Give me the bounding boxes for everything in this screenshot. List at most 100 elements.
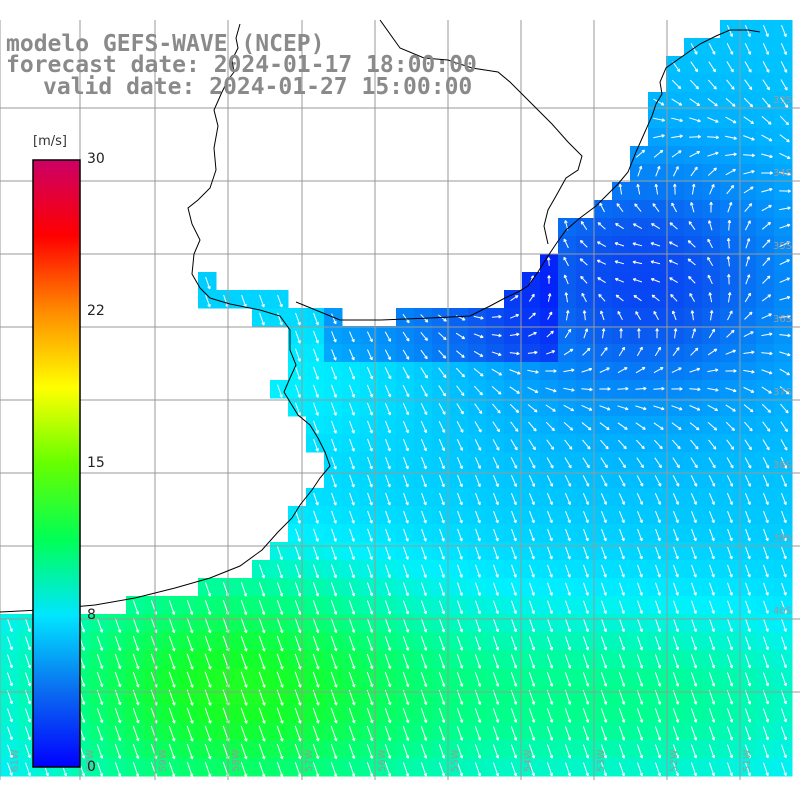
wind-arrow [456, 636, 464, 651]
wind-arrow [726, 439, 735, 450]
wind-arrow [420, 438, 427, 452]
wind-arrow [563, 274, 569, 285]
wind-arrow [457, 510, 463, 524]
wind-arrow [635, 149, 646, 158]
wind-arrow [654, 346, 661, 357]
wind-arrow [402, 618, 410, 633]
wind-arrow [330, 762, 338, 777]
wind-arrow [509, 403, 520, 414]
wind-arrow [580, 221, 588, 231]
wind-arrow [456, 762, 464, 777]
wind-arrow [689, 79, 700, 90]
wind-arrow [653, 134, 665, 139]
wind-arrow [636, 493, 643, 505]
wind-arrow [672, 347, 680, 357]
wind-arrow [762, 61, 770, 73]
wind-arrow [331, 492, 337, 506]
wind-arrow [672, 166, 679, 177]
wind-arrow [600, 708, 608, 723]
wind-arrow [204, 653, 212, 670]
wind-arrow [366, 402, 373, 416]
wind-arrow [348, 671, 356, 688]
wind-arrow [258, 671, 266, 688]
wind-arrow [726, 672, 734, 687]
wind-arrow [258, 600, 266, 615]
wind-arrow [439, 474, 445, 488]
lon-label-55w: 55W [450, 749, 461, 772]
wind-arrow [366, 725, 374, 742]
wind-arrow [689, 422, 700, 431]
wind-arrow [493, 564, 499, 578]
wind-arrow [276, 671, 284, 688]
wind-arrow [349, 510, 355, 524]
wind-arrow [651, 294, 660, 302]
wind-arrow [511, 600, 517, 615]
wind-arrow [671, 367, 682, 373]
wind-arrow [510, 421, 519, 432]
wind-arrow [581, 422, 592, 431]
wind-arrow [456, 439, 464, 451]
wind-arrow [707, 256, 714, 267]
wind-arrow [276, 564, 284, 579]
wind-arrow [709, 564, 715, 578]
wind-arrow [402, 420, 409, 434]
wind-arrow [492, 726, 500, 741]
wind-arrow [636, 636, 644, 651]
wind-arrow [596, 241, 607, 247]
wind-arrow [402, 384, 410, 398]
lat-label-38s: 38S [773, 460, 793, 471]
wind-arrow [781, 510, 787, 524]
wind-arrow [654, 744, 662, 759]
wind-arrow [277, 384, 283, 398]
wind-arrow [473, 368, 484, 377]
wind-arrow [240, 761, 248, 778]
wind-arrow [650, 260, 661, 265]
wind-arrow [600, 475, 608, 487]
wind-arrow [384, 707, 392, 724]
wind-arrow [579, 258, 588, 266]
wind-arrow [654, 654, 662, 669]
wind-arrow [672, 493, 679, 505]
wind-arrow [582, 439, 591, 450]
wind-arrow [582, 493, 589, 505]
wind-arrow [708, 292, 713, 303]
wind-arrow [689, 405, 701, 411]
wind-arrow [726, 256, 731, 267]
wind-arrow [744, 654, 752, 669]
wind-arrow [384, 636, 392, 651]
wind-arrow [779, 333, 791, 338]
wind-arrow [349, 546, 355, 560]
wind-arrow [384, 331, 392, 342]
wind-arrow [707, 117, 719, 123]
wind-arrow [385, 564, 391, 579]
wind-arrow [726, 184, 735, 195]
wind-arrow [598, 293, 606, 302]
lon-label-57w: 57W [304, 749, 315, 772]
title-valid-date: valid date: 2024-01-27 15:00:00 [43, 74, 473, 100]
wind-arrow [619, 600, 625, 614]
wind-arrow [653, 117, 665, 122]
wind-arrow [743, 386, 755, 393]
wind-arrow [565, 582, 571, 596]
wind-arrow [546, 457, 554, 469]
wind-arrow [528, 475, 536, 487]
wind-arrow [671, 150, 682, 158]
wind-arrow [654, 510, 661, 524]
wind-arrow [385, 474, 391, 488]
wind-arrow [132, 671, 140, 688]
wind-arrow [276, 546, 283, 561]
wind-arrow [204, 725, 212, 742]
wind-arrow [762, 672, 770, 687]
wind-arrow [597, 222, 606, 230]
wind-arrow [492, 403, 501, 414]
wind-arrow [565, 310, 570, 321]
wind-arrow [650, 277, 661, 283]
lon-label-59w: 59W [158, 749, 169, 772]
wind-arrow [402, 582, 409, 597]
wind-arrow [457, 546, 463, 560]
wind-arrow [636, 618, 643, 633]
wind-arrow [618, 708, 626, 723]
wind-arrow [528, 457, 536, 469]
wind-arrow [762, 457, 770, 469]
wind-arrow [709, 582, 715, 596]
